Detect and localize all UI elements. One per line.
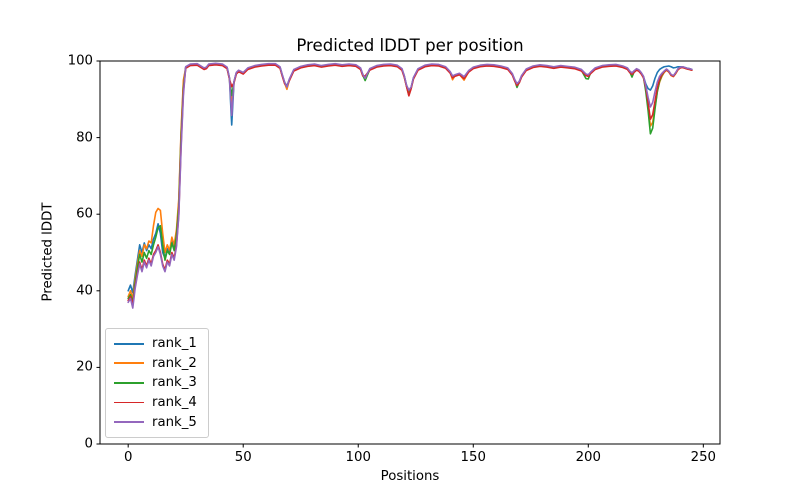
x-tick-label: 0 [123,450,133,465]
legend: rank_1 rank_2 rank_3 rank_4 rank_5 [105,328,209,438]
y-tick-label: 20 [76,359,93,375]
y-tick-label: 80 [76,130,93,146]
x-tick-label: 150 [460,450,486,465]
series-line-rank_4 [127,64,693,306]
y-tick-label: 0 [84,436,93,452]
legend-row: rank_4 [114,393,200,413]
legend-row: rank_2 [114,354,200,374]
legend-label: rank_3 [152,375,197,391]
y-tick-label: 40 [76,283,93,299]
legend-line-swatch [114,401,144,404]
series-line-rank_1 [127,62,693,294]
legend-label: rank_2 [152,355,197,371]
legend-line-swatch [114,362,144,365]
legend-row: rank_1 [114,334,200,354]
y-tick-label: 100 [67,53,93,69]
legend-label: rank_4 [152,394,197,410]
x-tick-label: 100 [345,450,371,465]
series-line-rank_5 [127,62,693,309]
series-line-rank_3 [127,63,693,304]
legend-label: rank_1 [152,336,197,352]
x-axis-label: Positions [380,469,440,484]
x-tick-label: 50 [234,450,252,465]
legend-label: rank_5 [152,414,197,430]
x-tick-label: 250 [690,450,716,465]
series-line-rank_2 [127,63,693,300]
legend-line-swatch [114,421,144,424]
chart-title: Predicted lDDT per position [296,36,524,55]
axes-spines [99,60,721,445]
legend-row: rank_5 [114,412,200,432]
legend-line-swatch [114,342,144,345]
y-axis-label: Predicted lDDT [40,202,56,302]
legend-row: rank_3 [114,373,200,393]
legend-line-swatch [114,382,144,384]
x-tick-label: 200 [575,450,601,465]
y-tick-label: 60 [76,206,93,222]
